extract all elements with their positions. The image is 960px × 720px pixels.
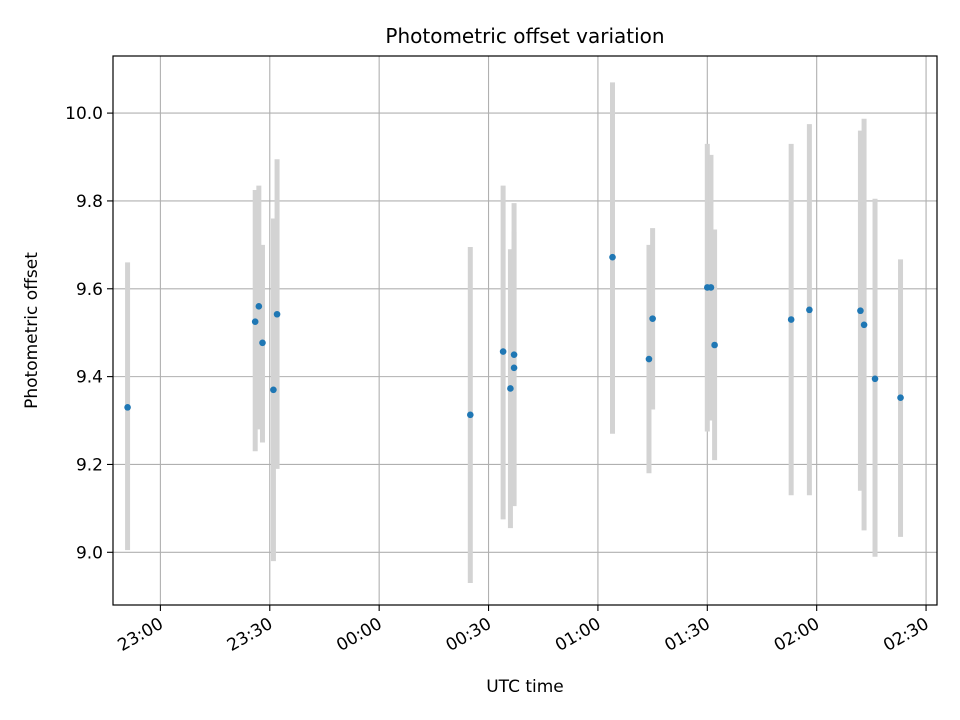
data-point [510,364,518,372]
data-point [806,306,813,314]
plot-frame [112,55,938,606]
data-point [645,355,653,363]
data-point [259,339,266,347]
y-tick-label: 9.6 [76,280,103,300]
data-point [251,318,259,326]
y-axis-title: Photometric offset [22,252,42,409]
data-point [609,253,616,261]
y-tick-label: 9.2 [76,455,103,475]
data-point [707,284,715,291]
y-tick-label: 10.0 [65,104,103,124]
data-point [860,321,868,329]
y-tick-label: 9.8 [76,192,103,212]
data-point [270,386,277,394]
data-point [711,341,718,349]
x-axis-title: UTC time [486,677,564,697]
data-point [510,351,518,358]
data-point [897,394,904,401]
y-tick-label: 9.0 [76,543,103,563]
data-point [871,375,879,383]
data-point [507,385,514,392]
data-point [467,411,474,419]
data-point [255,303,263,310]
data-point [124,404,131,411]
data-points [124,253,904,419]
data-point [787,316,795,323]
data-point [857,307,864,315]
data-point [499,348,507,355]
y-tick-label: 9.4 [76,368,103,388]
chart-title: Photometric offset variation [385,24,664,48]
data-point [273,310,281,318]
y-axis-ticks: 9.0 9.2 9.4 9.6 9.8 10.0 [65,104,113,563]
data-point [649,315,656,322]
